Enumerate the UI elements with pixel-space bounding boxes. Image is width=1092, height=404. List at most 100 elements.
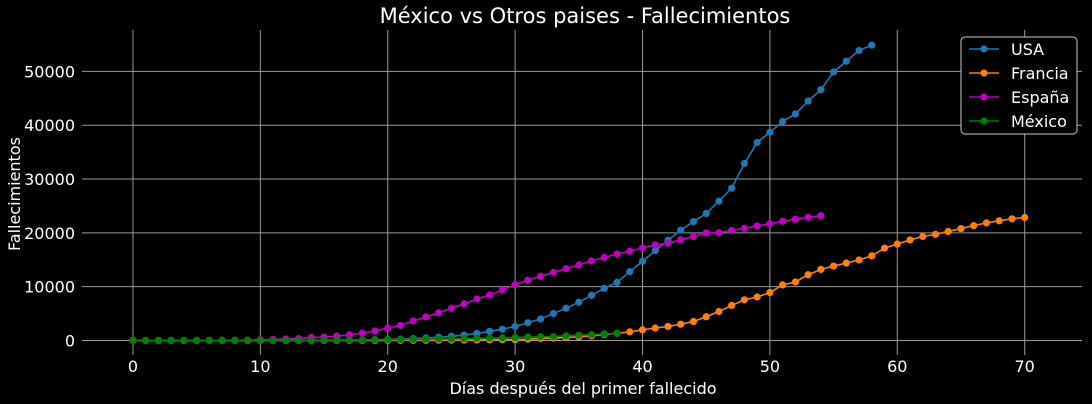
data-point	[766, 220, 774, 228]
data-point	[893, 240, 901, 248]
data-point	[575, 261, 583, 269]
data-point	[524, 319, 532, 327]
y-tick-labels: 0 10000 20000 30000 40000 50000	[24, 62, 75, 350]
data-point	[740, 159, 749, 168]
data-point	[575, 298, 583, 306]
data-point	[753, 138, 761, 147]
legend-box	[960, 36, 1078, 135]
data-point	[524, 333, 532, 341]
data-point	[791, 215, 799, 223]
data-point	[244, 336, 252, 345]
data-point	[537, 272, 545, 280]
data-point	[537, 315, 545, 323]
y-tick-label: 20000	[24, 224, 75, 243]
legend-marker	[980, 45, 988, 53]
data-point	[740, 296, 749, 304]
data-point	[587, 331, 596, 339]
data-point	[880, 244, 889, 252]
data-point	[1021, 213, 1029, 222]
data-point	[396, 321, 405, 329]
data-point	[435, 309, 443, 317]
data-point	[486, 334, 494, 342]
data-point	[498, 334, 506, 342]
x-tick-labels: 0 10 20 30 40 50 60 70	[128, 357, 1035, 376]
data-point	[537, 333, 545, 341]
data-point	[345, 331, 354, 339]
data-point	[638, 326, 647, 334]
data-point	[460, 300, 468, 308]
data-point	[154, 336, 163, 345]
y-tick-label: 50000	[24, 62, 75, 81]
data-point	[829, 262, 838, 270]
data-point	[142, 336, 150, 345]
data-point	[740, 224, 749, 232]
data-point	[511, 333, 519, 342]
data-point	[868, 41, 876, 49]
legend-label: USA	[1011, 40, 1044, 59]
data-point	[549, 268, 557, 277]
data-point	[409, 317, 417, 325]
data-point	[575, 331, 583, 339]
data-point	[511, 322, 519, 331]
legend-item-usa: USA	[969, 40, 1044, 59]
data-point	[524, 276, 532, 284]
data-point	[829, 68, 838, 76]
data-point	[995, 217, 1003, 225]
data-point	[460, 335, 468, 343]
x-tick-label: 0	[128, 357, 138, 376]
data-point	[779, 217, 787, 225]
data-point	[842, 259, 850, 267]
data-point	[345, 336, 354, 344]
data-point	[294, 336, 303, 344]
data-point	[689, 317, 698, 326]
data-point	[919, 232, 927, 241]
data-point	[626, 268, 634, 276]
data-point	[804, 271, 812, 279]
data-point	[677, 320, 685, 328]
data-point	[587, 257, 596, 265]
data-point	[511, 281, 519, 289]
x-tick-label: 10	[250, 357, 270, 376]
y-tick-label: 0	[65, 331, 75, 350]
data-point	[677, 236, 685, 244]
data-point	[868, 252, 876, 260]
data-point	[626, 328, 634, 336]
data-point	[600, 253, 608, 261]
data-point	[804, 213, 812, 221]
legend-label: México	[1011, 112, 1067, 131]
data-point	[626, 247, 634, 255]
data-point	[473, 295, 481, 303]
legend-marker	[980, 93, 988, 101]
data-point	[282, 336, 290, 344]
data-point	[205, 336, 213, 345]
data-point	[600, 330, 608, 338]
data-point	[702, 229, 710, 237]
data-point	[689, 217, 698, 226]
data-point	[613, 278, 621, 286]
data-point	[193, 336, 201, 345]
legend-marker	[980, 117, 988, 125]
data-point	[473, 334, 481, 342]
legend: USA Francia España México	[960, 36, 1078, 135]
data-point	[791, 110, 799, 118]
data-point	[358, 336, 366, 344]
data-point	[180, 336, 188, 345]
data-point	[651, 324, 659, 332]
data-point	[944, 227, 952, 236]
data-point	[766, 128, 774, 136]
data-point	[715, 229, 723, 237]
x-tick-label: 60	[887, 357, 907, 376]
legend-item-españa: España	[969, 88, 1069, 107]
data-point	[817, 212, 825, 220]
data-point	[231, 336, 239, 345]
y-tick-label: 10000	[24, 278, 75, 297]
data-point	[1008, 215, 1016, 223]
data-point	[728, 301, 736, 310]
data-point	[664, 239, 672, 247]
data-point	[167, 336, 175, 345]
y-tick-label: 30000	[24, 170, 75, 189]
data-point	[728, 226, 736, 235]
data-point	[256, 336, 264, 344]
